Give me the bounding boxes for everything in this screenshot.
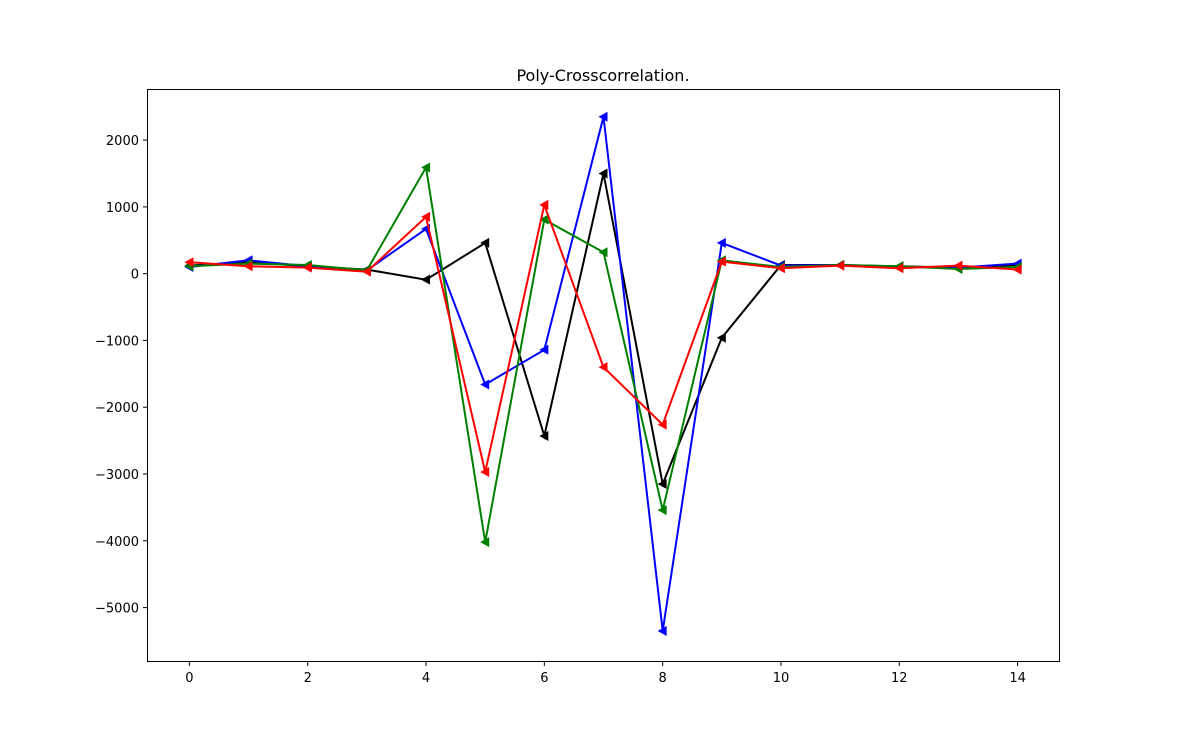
x-axis: 0 2 4 6 8 10 12 14: [185, 661, 1026, 686]
data-point: [657, 479, 667, 490]
data-point: [421, 274, 431, 285]
y-tick-label: −2000: [95, 401, 139, 416]
series-line: [189, 173, 1018, 488]
data-point: [421, 162, 431, 173]
x-tick-label: 12: [891, 671, 908, 686]
data-point: [243, 261, 253, 272]
data-point: [539, 199, 549, 210]
series-layer: [184, 111, 1022, 636]
x-tick-label: 2: [304, 671, 312, 686]
series-2: [184, 162, 1022, 548]
data-point: [953, 260, 963, 271]
series-line: [189, 164, 1018, 543]
data-point: [480, 379, 490, 390]
y-tick-label: −1000: [95, 334, 139, 349]
chart-title: Poly-Crosscorrelation.: [516, 66, 689, 85]
data-point: [480, 237, 490, 248]
x-tick-label: 14: [1009, 671, 1026, 686]
data-point: [598, 111, 608, 122]
y-axis: −5000 −4000 −3000 −2000 −1000 0 1000 2000: [95, 134, 148, 617]
data-point: [657, 505, 667, 516]
x-tick-label: 0: [185, 671, 193, 686]
data-point: [598, 247, 608, 258]
data-point: [716, 237, 726, 248]
data-point: [657, 625, 667, 636]
series-1: [184, 111, 1022, 636]
series-0: [184, 168, 1022, 490]
y-tick-label: 2000: [106, 134, 139, 149]
data-point: [835, 260, 845, 271]
data-point: [598, 168, 608, 179]
data-point: [598, 362, 608, 373]
data-point: [184, 257, 194, 268]
y-tick-label: 0: [131, 268, 139, 283]
data-point: [421, 211, 431, 222]
data-point: [302, 262, 312, 273]
data-point: [539, 344, 549, 355]
data-point: [716, 256, 726, 267]
x-tick-label: 8: [659, 671, 667, 686]
plot-frame: [147, 89, 1060, 662]
data-point: [1012, 264, 1022, 275]
data-point: [480, 467, 490, 478]
data-point: [480, 537, 490, 548]
data-point: [657, 419, 667, 430]
x-tick-label: 4: [422, 671, 430, 686]
x-tick-label: 10: [773, 671, 790, 686]
data-point: [775, 263, 785, 274]
y-tick-label: −4000: [95, 535, 139, 550]
data-point: [894, 263, 904, 274]
series-3: [184, 199, 1022, 478]
y-tick-label: 1000: [106, 201, 139, 216]
series-line: [189, 116, 1018, 632]
data-point: [539, 214, 549, 225]
x-tick-label: 6: [540, 671, 548, 686]
y-tick-label: −3000: [95, 468, 139, 483]
series-line: [189, 201, 1018, 473]
data-point: [539, 430, 549, 441]
data-point: [716, 332, 726, 343]
y-tick-label: −5000: [95, 602, 139, 617]
data-point: [361, 266, 371, 277]
